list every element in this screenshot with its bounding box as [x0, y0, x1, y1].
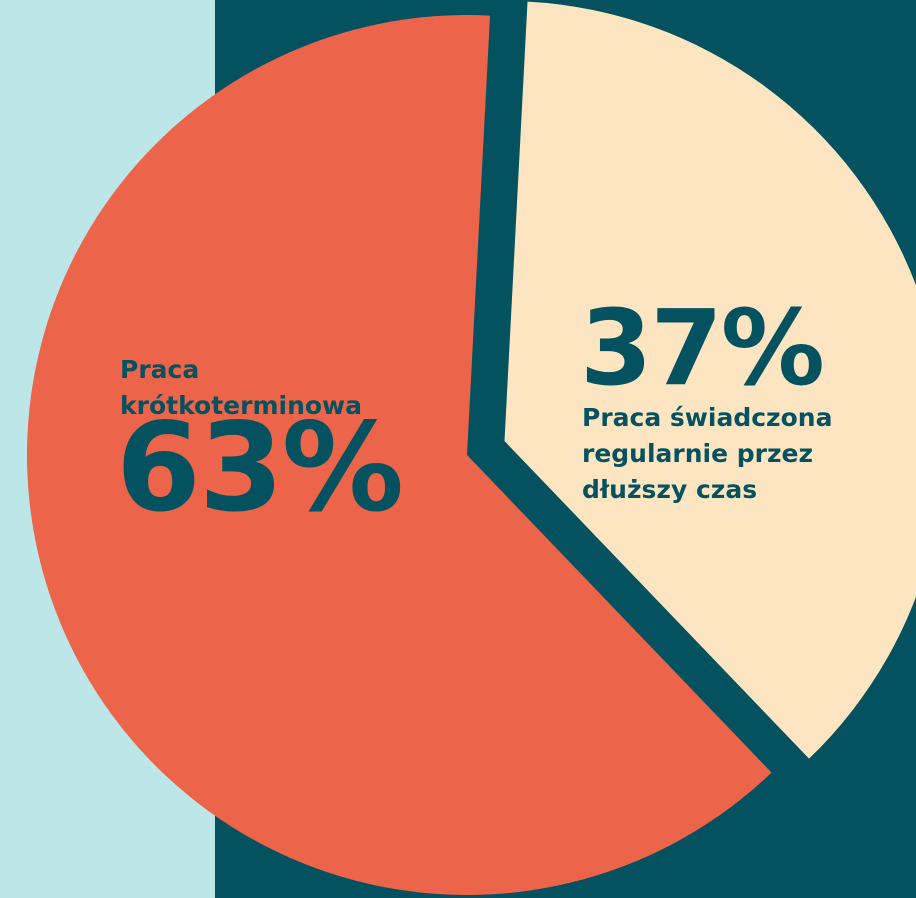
pie — [26, 1, 916, 896]
pie-slice — [504, 1, 916, 759]
value-label: 63% — [116, 397, 402, 539]
category-label: Praca świadczona regularnie przez dłuższ… — [582, 403, 833, 504]
category-label: Praca krótkoterminowa — [120, 355, 363, 420]
value-label: 37% — [580, 287, 823, 409]
pie-slice — [26, 14, 772, 896]
